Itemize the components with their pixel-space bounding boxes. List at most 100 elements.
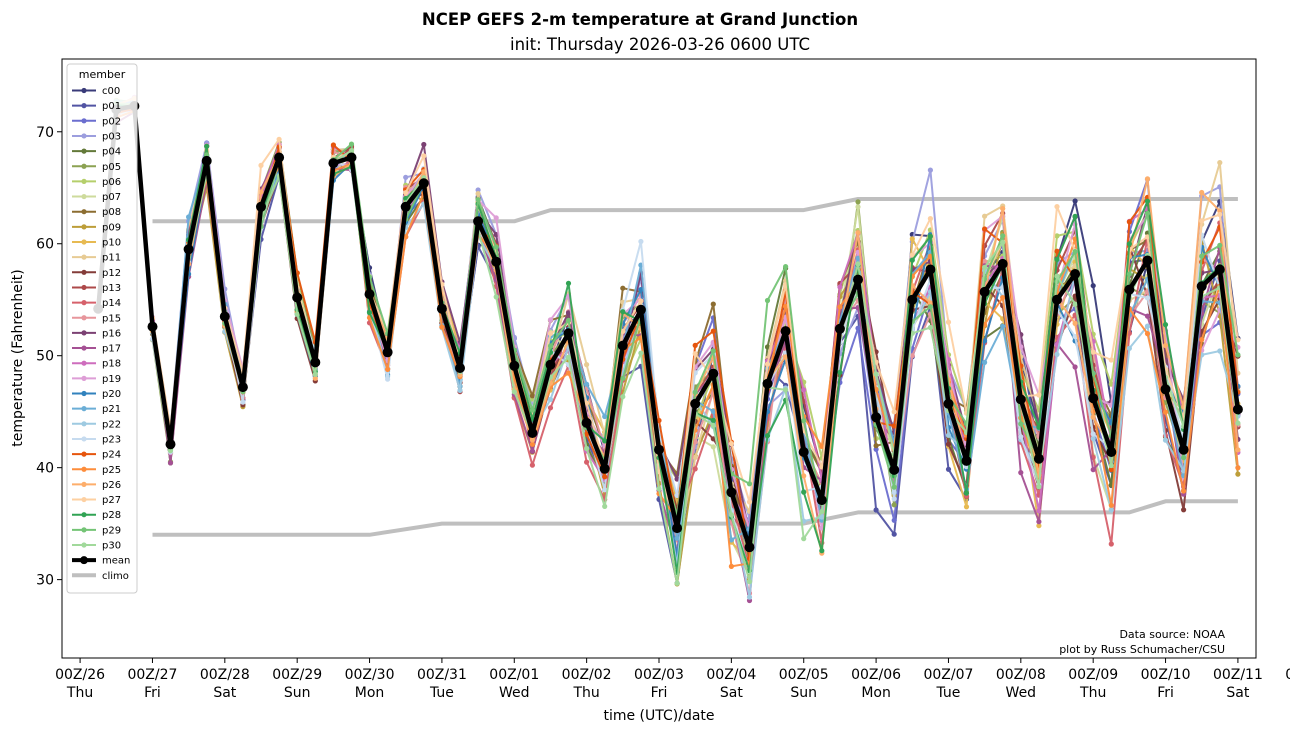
mean-point (545, 359, 556, 370)
x-tick-label: 00Z/30 (345, 667, 395, 683)
legend-label-p30: p30 (102, 541, 121, 552)
point-p10 (909, 236, 915, 242)
point-p27 (403, 190, 409, 196)
mean-point (780, 326, 791, 337)
x-tick-day: Mon (355, 685, 385, 701)
point-p30 (348, 148, 355, 154)
point-p29 (801, 418, 807, 424)
point-p30 (728, 512, 735, 518)
point-p29 (1144, 210, 1151, 216)
point-p25 (529, 441, 536, 447)
point-p17 (167, 460, 174, 466)
legend-label-p10: p10 (102, 238, 121, 249)
point-p26 (1144, 176, 1151, 182)
point-p25 (1199, 337, 1205, 343)
legend-marker-p15 (81, 315, 87, 321)
mean-point (1033, 453, 1044, 464)
point-p24 (710, 328, 716, 334)
mean-point (509, 360, 520, 371)
x-tick-label: 00Z/12 (1285, 667, 1290, 683)
point-p26 (1217, 208, 1223, 214)
point-p03 (403, 174, 409, 180)
point-p02 (891, 517, 897, 523)
mean-point (708, 368, 719, 379)
point-p23 (674, 492, 680, 498)
point-p23 (891, 496, 897, 502)
x-tick-day: Tue (429, 685, 454, 701)
mean-point (1070, 269, 1081, 279)
point-p07 (855, 204, 861, 210)
legend-title: member (79, 68, 126, 81)
point-p29 (475, 197, 481, 203)
mean-point (1178, 444, 1189, 455)
x-tick-day: Thu (572, 685, 599, 701)
point-p29 (764, 297, 771, 304)
mean-point (473, 216, 484, 227)
point-p29 (927, 304, 934, 310)
point-p05 (855, 199, 861, 205)
point-p12 (1181, 507, 1187, 513)
x-tick-label: 00Z/04 (706, 667, 756, 683)
point-p30 (1235, 420, 1241, 426)
point-p30 (511, 389, 517, 395)
legend-label-p18: p18 (102, 359, 121, 370)
point-p28 (1072, 213, 1078, 219)
point-p28 (710, 417, 716, 423)
point-p30 (620, 394, 626, 400)
point-p30 (493, 294, 499, 300)
credit-source: Data source: NOAA (1119, 628, 1225, 641)
point-p26 (1162, 342, 1169, 349)
point-p17 (1036, 519, 1042, 525)
point-p15 (909, 353, 915, 359)
point-p28 (764, 433, 771, 439)
point-p30 (565, 354, 572, 360)
point-p16 (565, 310, 572, 316)
point-p23 (602, 487, 608, 493)
point-p25 (837, 304, 843, 310)
point-p27 (638, 298, 644, 304)
point-p22 (819, 514, 825, 520)
point-p27 (421, 153, 427, 159)
point-p23 (638, 238, 644, 245)
legend-label-p20: p20 (102, 389, 121, 400)
point-p27 (1217, 211, 1223, 218)
point-p24 (584, 431, 590, 437)
point-p03 (475, 187, 481, 193)
point-p14 (584, 459, 590, 465)
legend-label-p28: p28 (102, 510, 121, 521)
point-p22 (1054, 351, 1060, 357)
point-p30 (1036, 484, 1042, 490)
legend-label-p05: p05 (102, 162, 121, 173)
point-p26 (855, 230, 861, 236)
x-tick-label: 00Z/29 (272, 667, 322, 683)
point-p27 (728, 441, 735, 447)
x-tick-day: Sun (284, 685, 311, 701)
legend-label-p24: p24 (102, 450, 121, 461)
point-p22 (1217, 348, 1223, 354)
climo-low-line (152, 499, 1238, 537)
point-p11 (1217, 160, 1223, 166)
point-p19 (1018, 344, 1024, 350)
mean-point (183, 244, 194, 255)
x-tick-label: 00Z/27 (127, 667, 177, 683)
point-p11 (982, 213, 988, 219)
legend-label-p23: p23 (102, 434, 121, 445)
legend-marker-p09 (81, 224, 87, 230)
legend-label-p22: p22 (102, 419, 121, 430)
point-p24 (982, 226, 988, 232)
point-p02 (873, 446, 879, 452)
legend-marker-p26 (81, 481, 87, 487)
point-p21 (728, 537, 735, 543)
point-p28 (204, 143, 210, 149)
point-p27 (891, 409, 897, 415)
mean-point (292, 292, 303, 303)
mean-point (617, 340, 628, 351)
legend-marker-p23 (81, 436, 87, 442)
mean-point (491, 256, 502, 267)
point-p27 (258, 162, 264, 168)
point-p01 (945, 466, 952, 472)
legend-marker-p17 (81, 345, 87, 351)
point-p22 (1126, 345, 1132, 351)
point-p21 (982, 359, 988, 365)
point-p25 (1235, 465, 1241, 471)
